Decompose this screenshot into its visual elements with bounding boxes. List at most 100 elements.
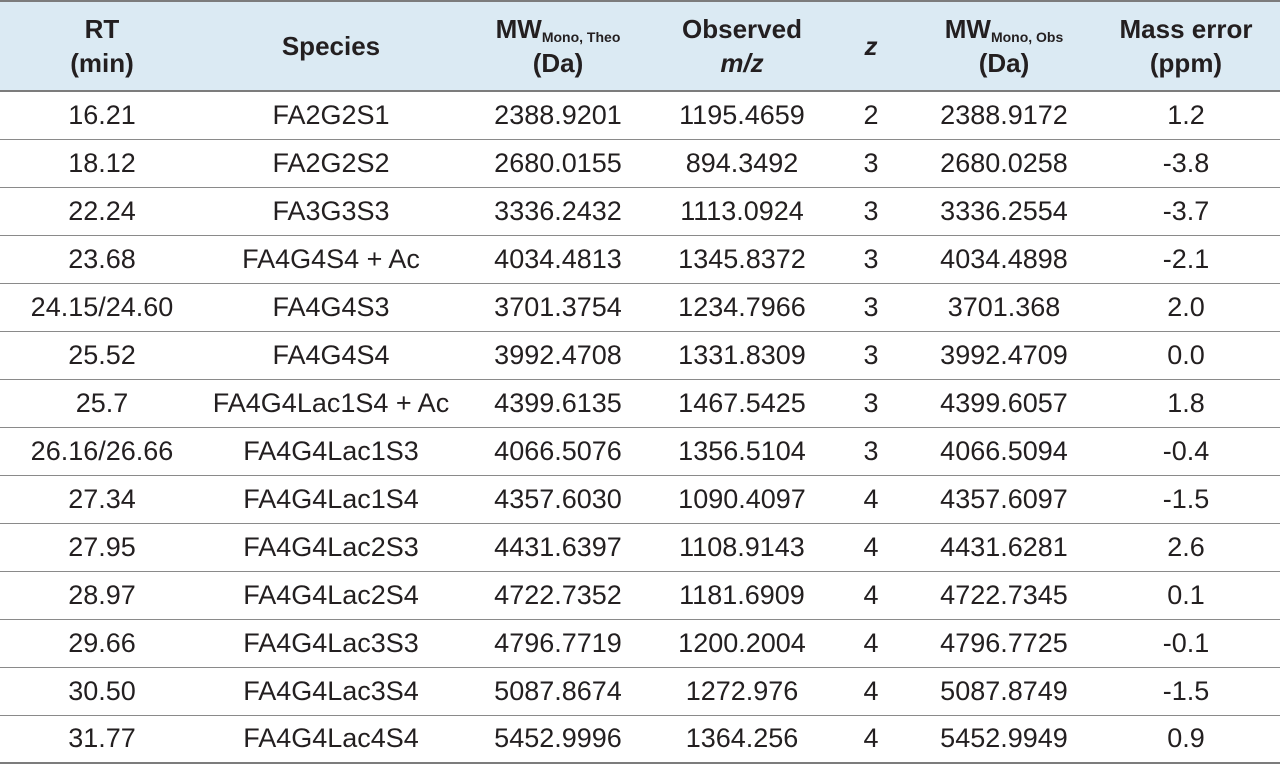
cell-observed: 1181.6909 [658,571,826,620]
table-row: 18.12 FA2G2S2 2680.0155 894.3492 3 2680.0258-… [0,139,1280,188]
cell-mw-obs: 4066.5094 [916,427,1092,476]
header-mw-theo-sub: Mono, Theo [541,29,621,45]
cell-mw-obs: 2388.9172 [916,91,1092,140]
cell-mw-obs: 4399.6057 [916,379,1092,428]
header-mw-obs: MWMono, Obs (Da) [916,0,1092,92]
cell-observed: 894.3492 [658,139,826,188]
cell-z: 4 [826,667,916,716]
cell-mass-error: 0.1 [1092,571,1280,620]
table-row: 27.34 FA4G4Lac1S4 4357.6030 1090.4097 4 4357.… [0,475,1280,524]
cell-observed: 1345.8372 [658,235,826,284]
header-z: z [826,0,916,92]
header-mw-obs-main: MW [944,14,991,44]
cell-rt: 16.21 [0,91,204,140]
cell-mw-theo: 5087.8674 [458,667,658,716]
cell-species: FA4G4Lac1S3 [204,427,458,476]
cell-rt: 30.50 [0,667,204,716]
cell-mw-theo: 2680.0155 [458,139,658,188]
cell-observed: 1200.2004 [658,619,826,668]
cell-rt: 22.24 [0,187,204,236]
cell-rt: 28.97 [0,571,204,620]
cell-z: 3 [826,235,916,284]
cell-observed: 1467.5425 [658,379,826,428]
cell-z: 3 [826,283,916,332]
cell-mw-obs: 3701.368 [916,283,1092,332]
cell-rt: 23.68 [0,235,204,284]
cell-mass-error: 2.0 [1092,283,1280,332]
cell-mw-theo: 3701.3754 [458,283,658,332]
cell-species: FA4G4Lac3S3 [204,619,458,668]
header-mw-theo-main: MW [495,14,542,44]
table-row: 29.66 FA4G4Lac3S3 4796.7719 1200.2004 4 4796.… [0,619,1280,668]
cell-z: 3 [826,379,916,428]
cell-z: 3 [826,331,916,380]
cell-species: FA4G4Lac1S4 + Ac [204,379,458,428]
cell-mass-error: 0.0 [1092,331,1280,380]
cell-z: 4 [826,571,916,620]
cell-mw-theo: 4034.4813 [458,235,658,284]
table-header: RT (min) Species MWMono, Theo (Da) Obser… [0,0,1280,92]
table-row: 26.16/26.66 FA4G4Lac1S3 4066.5076 1356.5104… [0,427,1280,476]
header-row: RT (min) Species MWMono, Theo (Da) Obser… [0,0,1280,92]
cell-mw-theo: 4431.6397 [458,523,658,572]
cell-mw-obs: 5087.8749 [916,667,1092,716]
cell-mw-theo: 4357.6030 [458,475,658,524]
cell-species: FA4G4Lac1S4 [204,475,458,524]
header-species: Species [204,0,458,92]
header-mw-obs-unit: (Da) [978,48,1030,78]
cell-z: 3 [826,427,916,476]
cell-z: 3 [826,187,916,236]
cell-mw-obs: 2680.0258 [916,139,1092,188]
cell-rt: 27.34 [0,475,204,524]
table-row: 23.68 FA4G4S4 + Ac 4034.4813 1345.8372 3 4034… [0,235,1280,284]
cell-species: FA4G4Lac4S4 [204,715,458,764]
header-observed-label: Observed [682,14,802,44]
cell-mw-obs: 3336.2554 [916,187,1092,236]
cell-mass-error: 2.6 [1092,523,1280,572]
header-rt-label: RT [84,14,120,44]
header-rt: RT (min) [0,0,204,92]
cell-z: 4 [826,715,916,764]
header-mw-theo-label: MWMono, Theo [458,12,658,46]
cell-observed: 1090.4097 [658,475,826,524]
table-row: 16.21 FA2G2S1 2388.9201 1195.4659 2 2388.9172… [0,91,1280,140]
table-row: 25.7 FA4G4Lac1S4 + Ac 4399.6135 1467.5425 3 4… [0,379,1280,428]
table-body: 16.21 FA2G2S1 2388.9201 1195.4659 2 2388.9172… [0,91,1280,764]
header-mw-obs-sub: Mono, Obs [990,29,1064,45]
cell-mass-error: 1.8 [1092,379,1280,428]
header-mw-obs-label: MWMono, Obs [916,12,1092,46]
cell-observed: 1195.4659 [658,91,826,140]
cell-rt: 18.12 [0,139,204,188]
table-row: 24.15/24.60 FA4G4S3 3701.3754 1234.7966 3 370… [0,283,1280,332]
cell-species: FA2G2S2 [204,139,458,188]
header-observed: Observed m/z [658,0,826,92]
cell-mass-error: -1.5 [1092,475,1280,524]
table-row: 25.52 FA4G4S4 3992.4708 1331.8309 3 3992.4709… [0,331,1280,380]
cell-z: 4 [826,475,916,524]
cell-species: FA4G4Lac2S4 [204,571,458,620]
header-observed-unit: m/z [720,48,764,78]
cell-mass-error: -1.5 [1092,667,1280,716]
cell-mw-obs: 5452.9949 [916,715,1092,764]
cell-mass-error: -0.4 [1092,427,1280,476]
cell-mw-obs: 3992.4709 [916,331,1092,380]
cell-z: 3 [826,139,916,188]
cell-mw-theo: 2388.9201 [458,91,658,140]
cell-observed: 1331.8309 [658,331,826,380]
table-row: 28.97 FA4G4Lac2S4 4722.7352 1181.6909 4 4722.… [0,571,1280,620]
cell-mw-obs: 4796.7725 [916,619,1092,668]
cell-mw-theo: 3336.2432 [458,187,658,236]
header-mass-error-unit: (ppm) [1149,48,1223,78]
cell-z: 4 [826,523,916,572]
cell-mw-obs: 4431.6281 [916,523,1092,572]
cell-species: FA4G4S4 [204,331,458,380]
table-row: 27.95 FA4G4Lac2S3 4431.6397 1108.9143 4 4431.… [0,523,1280,572]
cell-rt: 26.16/26.66 [0,427,204,476]
cell-mass-error: -3.7 [1092,187,1280,236]
cell-species: FA4G4S4 + Ac [204,235,458,284]
cell-mass-error: 0.9 [1092,715,1280,764]
cell-mw-theo: 4399.6135 [458,379,658,428]
cell-rt: 27.95 [0,523,204,572]
cell-rt: 31.77 [0,715,204,764]
